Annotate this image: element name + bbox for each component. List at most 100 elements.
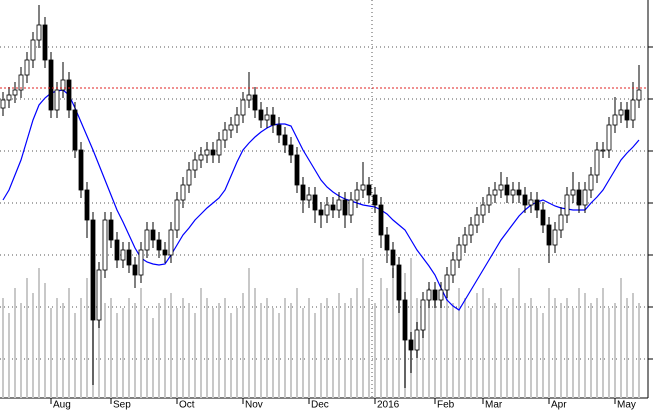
volume-bar (26, 278, 28, 398)
candle-body (6, 94, 12, 101)
volume-bar (392, 268, 394, 398)
candle-body (90, 219, 96, 321)
candle-body (336, 199, 342, 211)
candle-body (270, 114, 276, 126)
candle-body (534, 199, 540, 211)
candle-body (492, 189, 498, 196)
volume-bar (140, 288, 142, 398)
candle-body (318, 209, 324, 216)
volume-bar (164, 298, 166, 398)
candle-body (498, 184, 504, 191)
candle-body (222, 129, 228, 141)
candle-body (330, 204, 336, 211)
candle-body (18, 74, 24, 91)
volume-bar (128, 298, 130, 398)
volume-bar (620, 278, 622, 398)
volume-bar (296, 288, 298, 398)
candle-body (132, 264, 138, 276)
volume-bar (584, 293, 586, 398)
volume-bar (524, 303, 526, 398)
candle-body (306, 194, 312, 201)
volume-bar (518, 268, 520, 398)
candle-body (48, 59, 54, 111)
candle-body (630, 99, 636, 121)
candle-body (390, 249, 396, 266)
candle-body (192, 159, 198, 171)
candle-body (120, 249, 126, 261)
candle-body (504, 184, 510, 196)
volume-bar (104, 303, 106, 398)
volume-bar (332, 308, 334, 398)
volume-bar (284, 298, 286, 398)
candle-body (636, 89, 642, 101)
candle-body (624, 109, 630, 121)
volume-bar (152, 318, 154, 398)
x-tick-label: Mar (485, 400, 503, 411)
candle-body (558, 214, 564, 231)
volume-bar (386, 288, 388, 398)
volume-bar (338, 293, 340, 398)
candle-body (144, 229, 150, 251)
volume-bar (188, 303, 190, 398)
volume-bar (248, 268, 250, 398)
volume-bar (272, 308, 274, 398)
volume-bar (440, 298, 442, 398)
volume-bar (452, 303, 454, 398)
candle-body (540, 209, 546, 226)
candle-body (552, 229, 558, 246)
candle-body (348, 199, 354, 216)
candle-body (228, 124, 234, 131)
candle-body (582, 189, 588, 206)
candle-body (60, 79, 66, 91)
volume-bar (548, 288, 550, 398)
volume-bar (182, 298, 184, 398)
candle-body (234, 114, 240, 126)
volume-bar (380, 278, 382, 398)
volume-bar (230, 313, 232, 398)
x-tick-label: Feb (437, 400, 455, 411)
volume-bar (476, 293, 478, 398)
volume-bar (86, 278, 88, 398)
volume-bar (44, 283, 46, 398)
candle-body (600, 149, 606, 152)
candle-body (522, 194, 528, 206)
candle-body (12, 89, 18, 96)
candle-body (246, 94, 252, 101)
volume-bar (302, 308, 304, 398)
volume-bar (578, 288, 580, 398)
candle-body (576, 189, 582, 206)
volume-bar (344, 303, 346, 398)
candle-body (606, 124, 612, 151)
candle-body (288, 144, 294, 156)
candle-body (24, 59, 30, 76)
x-tick-label: Aug (53, 400, 71, 411)
candle-body (216, 139, 222, 156)
volume-bar (590, 303, 592, 398)
volume-bar (566, 298, 568, 398)
volume-bar (614, 303, 616, 398)
candle-body (480, 204, 486, 216)
x-tick-label: Nov (245, 400, 263, 411)
candle-body (444, 274, 450, 291)
volume-bar (218, 303, 220, 398)
volume-bar (560, 303, 562, 398)
candle-body (402, 299, 408, 341)
volume-bar (470, 308, 472, 398)
volume-bar (374, 303, 376, 398)
volume-bar (56, 298, 58, 398)
candle-body (186, 169, 192, 186)
volume-bar (98, 288, 100, 398)
volume-bar (74, 313, 76, 398)
candle-body (432, 289, 438, 301)
x-tick-label: May (617, 400, 636, 411)
volume-bar (314, 313, 316, 398)
volume-bar (260, 303, 262, 398)
x-tick-label: 2016 (377, 400, 400, 411)
candle-body (426, 289, 432, 301)
candle-body (342, 199, 348, 216)
volume-bar (62, 303, 64, 398)
candle-body (36, 24, 42, 41)
candle-body (570, 189, 576, 196)
volume-bar (506, 308, 508, 398)
volume-bar (554, 298, 556, 398)
